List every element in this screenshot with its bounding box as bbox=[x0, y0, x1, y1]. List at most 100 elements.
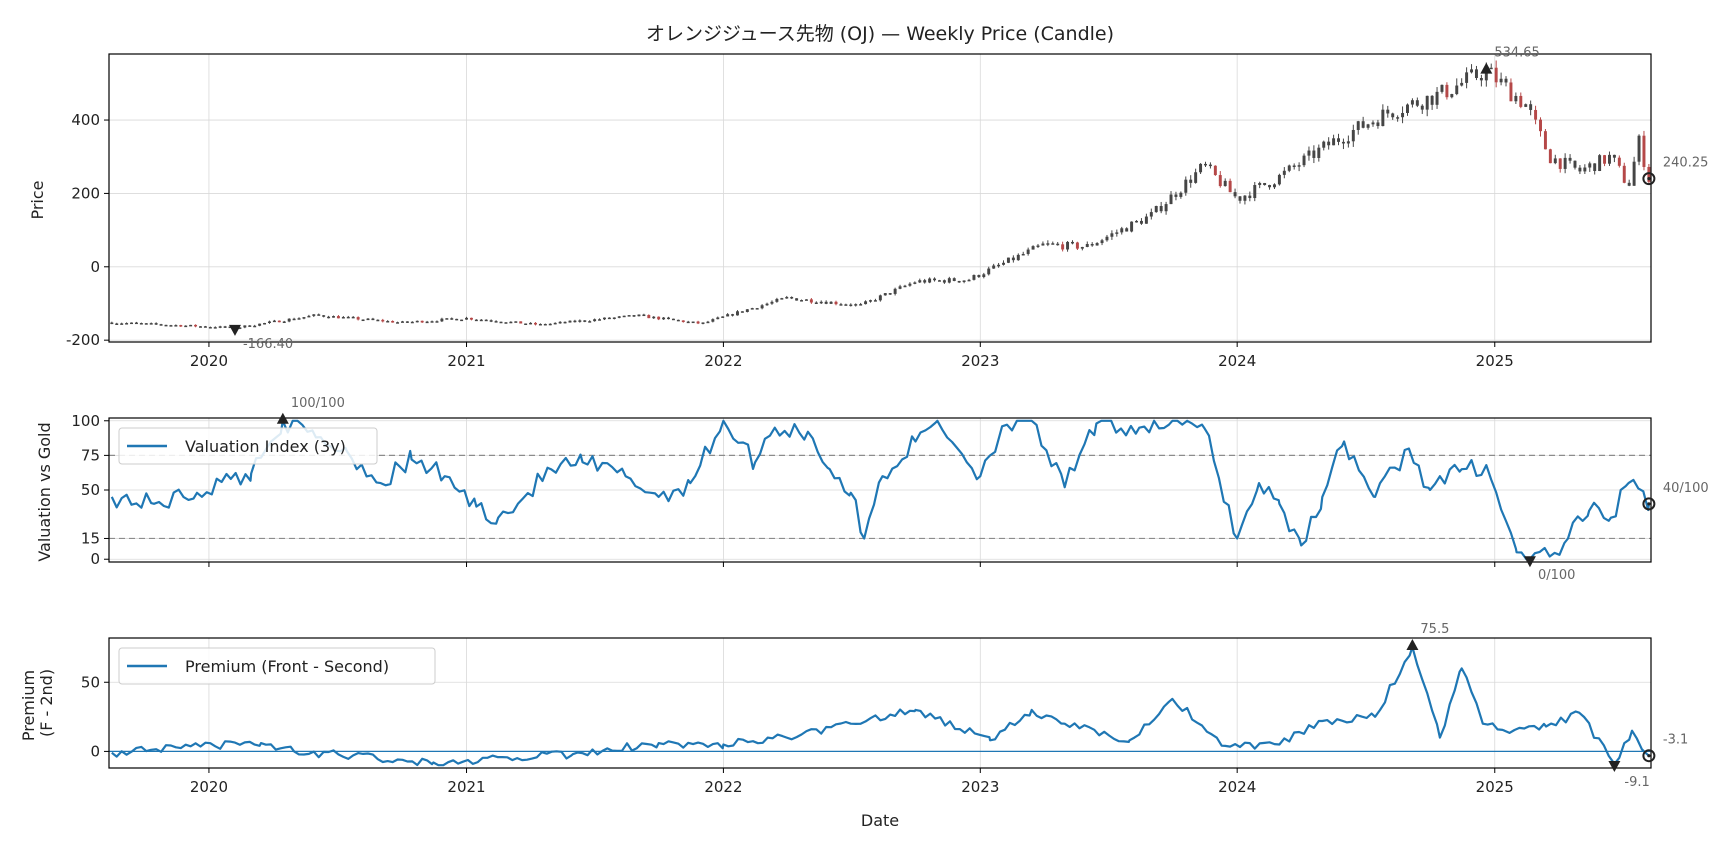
candle-body bbox=[1332, 138, 1336, 146]
candle-body bbox=[637, 314, 641, 317]
price-ylabel: Price bbox=[28, 180, 47, 219]
candle-body bbox=[652, 316, 656, 319]
candle-body bbox=[327, 316, 331, 319]
candle-body bbox=[1607, 154, 1611, 164]
candle-body bbox=[563, 321, 567, 324]
candle-body bbox=[1583, 167, 1587, 172]
candle-body bbox=[1322, 141, 1326, 148]
candle-body bbox=[765, 303, 769, 306]
candle-body bbox=[356, 317, 360, 320]
x-tick-label: 2025 bbox=[1476, 778, 1514, 796]
candle-body bbox=[1376, 122, 1380, 127]
y-tick-label: 50 bbox=[81, 673, 100, 691]
candle-body bbox=[967, 279, 971, 282]
candle-body bbox=[361, 319, 365, 322]
candle-body bbox=[839, 304, 843, 306]
candle-body bbox=[1396, 117, 1400, 119]
candle-body bbox=[775, 298, 779, 302]
candle-body bbox=[1603, 155, 1607, 164]
candle-body bbox=[1563, 157, 1567, 169]
candle-body bbox=[1002, 262, 1005, 265]
candle-body bbox=[622, 315, 626, 318]
candle-body bbox=[1071, 241, 1074, 244]
candle-body bbox=[489, 320, 493, 322]
candle-body bbox=[267, 321, 271, 323]
premium-xlabel: Date bbox=[861, 811, 899, 830]
candle-body bbox=[1470, 69, 1474, 73]
candle-body bbox=[1046, 243, 1050, 245]
candle-body bbox=[130, 322, 133, 325]
candle-body bbox=[1287, 165, 1291, 171]
candle-body bbox=[139, 323, 143, 325]
candle-body bbox=[829, 301, 833, 304]
candle-body bbox=[435, 321, 439, 323]
candle-body bbox=[277, 320, 281, 323]
candle-body bbox=[662, 317, 666, 320]
candle-body bbox=[184, 325, 188, 328]
candle-body bbox=[258, 323, 262, 326]
candle-body bbox=[750, 308, 754, 310]
candle-body bbox=[736, 311, 739, 316]
x-tick-label: 2025 bbox=[1476, 352, 1514, 370]
candle-body bbox=[578, 320, 582, 322]
candle-body bbox=[1006, 257, 1010, 263]
candle-body bbox=[1100, 240, 1104, 244]
chart-title: オレンジジュース先物 (OJ) — Weekly Price (Candle) bbox=[646, 23, 1114, 45]
candle-body bbox=[312, 314, 316, 316]
candle-body bbox=[307, 315, 311, 318]
candle-body bbox=[573, 320, 577, 323]
last-marker-dot bbox=[1647, 754, 1651, 758]
candle-body bbox=[1415, 100, 1419, 106]
candle-body bbox=[691, 321, 695, 324]
premium-axes-frame bbox=[108, 637, 1652, 769]
candle-body bbox=[194, 324, 198, 327]
candle-body bbox=[514, 321, 518, 323]
candle-body bbox=[1208, 164, 1212, 167]
x-tick-label: 2023 bbox=[961, 352, 999, 370]
candle-body bbox=[903, 285, 907, 288]
candle-body bbox=[203, 326, 207, 328]
candle-body bbox=[381, 319, 385, 322]
max-annotation-label: 75.5 bbox=[1420, 622, 1449, 637]
candle-body bbox=[977, 275, 981, 278]
candle-body bbox=[568, 320, 572, 323]
candle-body bbox=[667, 317, 670, 320]
y-tick-label: 0 bbox=[90, 742, 100, 760]
series-line bbox=[111, 645, 1650, 767]
candle-body bbox=[607, 317, 611, 320]
candle-body bbox=[272, 320, 276, 323]
candle-body bbox=[1617, 157, 1621, 166]
candle-body bbox=[519, 321, 523, 324]
candle-body bbox=[1465, 72, 1469, 83]
max-marker bbox=[1480, 62, 1493, 74]
candle-body bbox=[908, 283, 912, 286]
candle-body bbox=[144, 323, 148, 325]
candle-body bbox=[706, 321, 710, 324]
candle-body bbox=[1223, 180, 1227, 187]
candle-body bbox=[208, 327, 212, 329]
candle-body bbox=[1307, 150, 1311, 156]
candle-body bbox=[1302, 155, 1306, 166]
candle-body bbox=[1460, 82, 1464, 86]
candle-body bbox=[189, 324, 193, 327]
candle-body bbox=[632, 315, 636, 317]
min-annotation-label: -9.1 bbox=[1624, 775, 1649, 790]
candle-body bbox=[593, 319, 597, 322]
max-annotation-label: 100/100 bbox=[291, 396, 345, 411]
candle-body bbox=[1430, 95, 1434, 105]
candle-body bbox=[1558, 158, 1562, 169]
candle-body bbox=[1361, 121, 1365, 128]
candle-body bbox=[253, 325, 257, 328]
candle-body bbox=[425, 321, 429, 324]
candle-body bbox=[529, 322, 533, 325]
candle-body bbox=[1391, 113, 1395, 118]
candle-body bbox=[1371, 122, 1375, 125]
candle-body bbox=[415, 320, 419, 323]
candle-body bbox=[1351, 129, 1355, 142]
last-annotation-label: 240.25 bbox=[1663, 156, 1709, 171]
candle-body bbox=[346, 316, 350, 319]
candle-body bbox=[711, 319, 715, 322]
candle-body bbox=[1115, 232, 1119, 234]
premium-legend-label: Premium (Front - Second) bbox=[185, 657, 389, 676]
